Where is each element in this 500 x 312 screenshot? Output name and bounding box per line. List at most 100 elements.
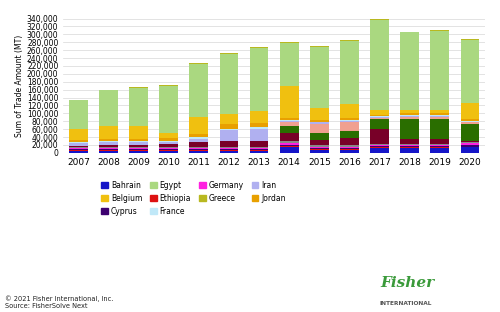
- Bar: [430, 31, 449, 110]
- Bar: [430, 113, 449, 115]
- Bar: [99, 90, 118, 126]
- Bar: [370, 20, 389, 110]
- Bar: [310, 147, 328, 148]
- Bar: [280, 133, 298, 141]
- Bar: [220, 148, 238, 149]
- Bar: [220, 130, 238, 141]
- Bar: [400, 144, 419, 145]
- Bar: [430, 110, 449, 113]
- Bar: [160, 151, 178, 153]
- Bar: [310, 108, 328, 120]
- Bar: [430, 115, 449, 116]
- Y-axis label: Sum of Trade Amount (MT): Sum of Trade Amount (MT): [15, 35, 24, 137]
- Bar: [99, 147, 118, 148]
- Bar: [370, 119, 389, 129]
- Bar: [190, 142, 208, 147]
- Bar: [160, 144, 178, 147]
- Bar: [160, 150, 178, 151]
- Bar: [220, 54, 238, 114]
- Bar: [400, 119, 419, 139]
- Bar: [69, 148, 87, 149]
- Bar: [310, 145, 328, 147]
- Bar: [310, 120, 328, 122]
- Bar: [99, 145, 118, 147]
- Bar: [69, 140, 87, 142]
- Bar: [370, 118, 389, 119]
- Bar: [400, 145, 419, 146]
- Bar: [190, 150, 208, 153]
- Bar: [220, 147, 238, 148]
- Bar: [400, 139, 419, 144]
- Bar: [129, 142, 148, 145]
- Bar: [250, 151, 268, 153]
- Legend: Bahrain, Belgium, Cyprus, Egypt, Ethiopia, France, Germany, Greece, Iran, Jordan: Bahrain, Belgium, Cyprus, Egypt, Ethiopi…: [101, 181, 286, 216]
- Bar: [190, 148, 208, 149]
- Bar: [430, 146, 449, 147]
- Bar: [99, 148, 118, 149]
- Bar: [280, 147, 298, 153]
- Bar: [99, 150, 118, 153]
- Bar: [250, 147, 268, 148]
- Bar: [69, 143, 87, 146]
- Bar: [460, 144, 479, 145]
- Bar: [340, 40, 359, 41]
- Bar: [370, 144, 389, 145]
- Bar: [69, 100, 87, 129]
- Bar: [220, 53, 238, 54]
- Bar: [370, 116, 389, 117]
- Bar: [280, 118, 298, 120]
- Bar: [129, 87, 148, 89]
- Bar: [460, 124, 479, 141]
- Bar: [460, 147, 479, 153]
- Bar: [400, 32, 419, 110]
- Bar: [129, 89, 148, 126]
- Bar: [160, 141, 178, 142]
- Bar: [99, 141, 118, 142]
- Bar: [250, 111, 268, 123]
- Bar: [340, 120, 359, 121]
- Bar: [460, 119, 479, 121]
- Bar: [280, 86, 298, 118]
- Bar: [190, 116, 208, 134]
- Bar: [370, 145, 389, 146]
- Bar: [460, 40, 479, 104]
- Bar: [160, 142, 178, 144]
- Bar: [280, 42, 298, 43]
- Bar: [250, 129, 268, 141]
- Bar: [340, 41, 359, 104]
- Bar: [129, 150, 148, 153]
- Bar: [250, 47, 268, 48]
- Bar: [400, 110, 419, 113]
- Bar: [250, 148, 268, 149]
- Bar: [340, 104, 359, 118]
- Bar: [69, 150, 87, 151]
- Bar: [280, 141, 298, 143]
- Bar: [460, 39, 479, 40]
- Bar: [400, 148, 419, 153]
- Bar: [400, 115, 419, 116]
- Bar: [460, 121, 479, 122]
- Bar: [220, 149, 238, 150]
- Bar: [250, 149, 268, 150]
- Bar: [310, 46, 328, 108]
- Bar: [69, 142, 87, 143]
- Bar: [250, 123, 268, 127]
- Bar: [430, 30, 449, 31]
- Bar: [250, 150, 268, 151]
- Bar: [69, 147, 87, 148]
- Bar: [129, 126, 148, 139]
- Bar: [340, 148, 359, 149]
- Bar: [220, 141, 238, 147]
- Bar: [340, 145, 359, 147]
- Bar: [340, 138, 359, 145]
- Bar: [250, 141, 268, 147]
- Bar: [220, 151, 238, 153]
- Bar: [340, 118, 359, 120]
- Text: INTERNATIONAL: INTERNATIONAL: [380, 301, 432, 306]
- Bar: [340, 131, 359, 138]
- Bar: [370, 115, 389, 116]
- Bar: [370, 110, 389, 115]
- Bar: [280, 43, 298, 86]
- Bar: [69, 149, 87, 150]
- Bar: [370, 117, 389, 118]
